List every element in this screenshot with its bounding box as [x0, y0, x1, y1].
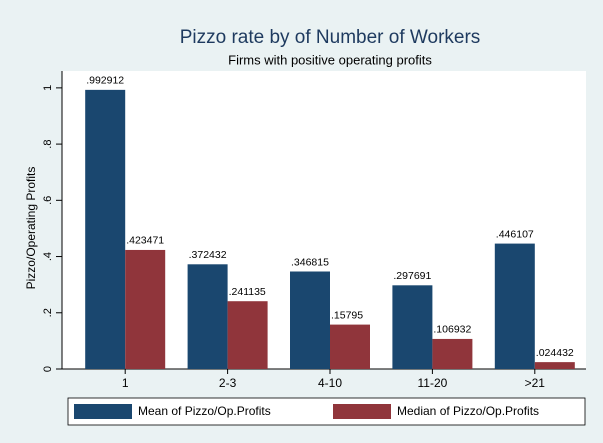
value-label: .992912	[86, 75, 124, 87]
bar	[227, 301, 268, 369]
bar	[534, 362, 575, 369]
legend-swatch	[74, 404, 132, 419]
value-label: .372432	[189, 249, 227, 261]
bar	[494, 243, 535, 369]
x-tick-label: 2-3	[219, 376, 237, 390]
legend-label: Median of Pizzo/Op.Profits	[397, 404, 539, 418]
x-tick-label: 11-20	[417, 376, 447, 390]
value-label: .297691	[393, 270, 431, 282]
x-tick-label: 1	[122, 376, 129, 390]
y-tick-label: .2	[42, 308, 54, 317]
y-axis-title: Pizzo/Operating Profits	[24, 167, 38, 290]
y-tick-label: .6	[42, 196, 54, 205]
value-label: .446107	[496, 228, 534, 240]
bar	[125, 249, 166, 369]
legend-label: Mean of Pizzo/Op.Profits	[138, 404, 271, 418]
chart-title: Pizzo rate by of Number of Workers	[180, 27, 481, 48]
bar	[392, 285, 433, 369]
bar	[85, 89, 126, 369]
y-tick-label: 1	[42, 85, 54, 91]
legend-swatch	[333, 404, 391, 419]
chart-subtitle: Firms with positive operating profits	[228, 52, 432, 67]
y-tick-label: 0	[42, 366, 54, 372]
bar	[330, 324, 370, 369]
value-label: .106932	[433, 324, 471, 336]
value-label: .423471	[126, 235, 164, 247]
value-label: .241135	[229, 286, 266, 298]
y-tick-label: .8	[42, 140, 54, 149]
x-tick-label: >21	[525, 376, 546, 390]
bar	[290, 271, 330, 369]
x-tick-label: 4-10	[318, 376, 342, 390]
bar	[432, 338, 473, 369]
legend	[67, 397, 586, 426]
y-tick-label: .4	[42, 252, 54, 261]
value-label: .024432	[536, 347, 574, 359]
bar	[187, 264, 228, 369]
value-label: .346815	[291, 256, 329, 268]
value-label: .15795	[331, 309, 363, 321]
